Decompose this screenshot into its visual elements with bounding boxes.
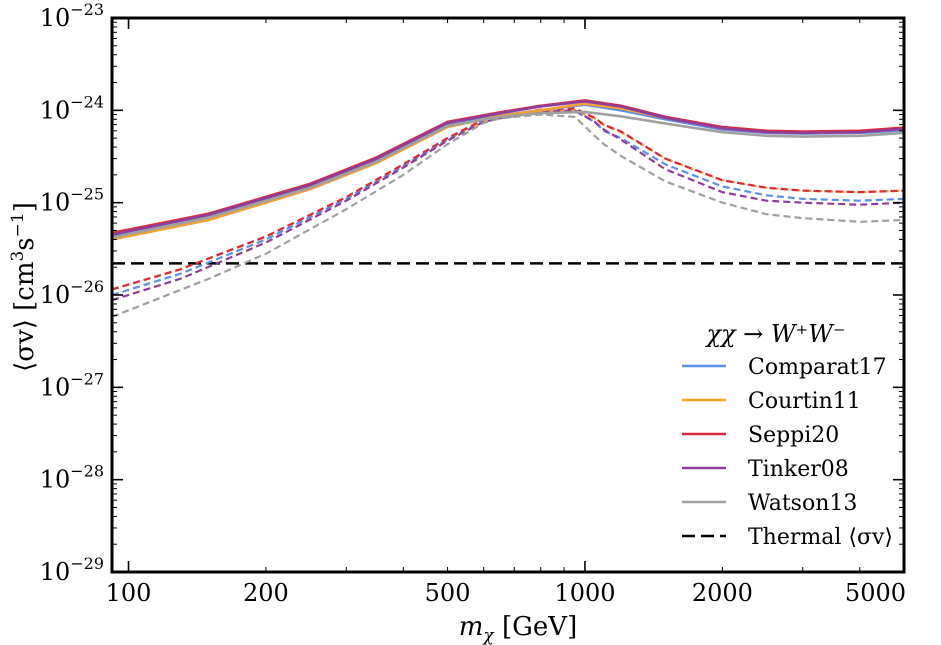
y-tick-label: 10−27 [40, 369, 104, 401]
series-dashed-watson13 [112, 113, 904, 318]
legend-label-tinker08: Tinker08 [748, 457, 849, 482]
series-solid-tinker08 [112, 100, 904, 236]
x-tick-label: 1000 [554, 579, 615, 607]
y-tick-label: 10−23 [40, 0, 104, 32]
x-tick-label: 500 [425, 579, 471, 607]
legend-label-comparat17: Comparat17 [748, 355, 887, 380]
legend: χχ → W⁺W⁻ Comparat17 Courtin11 Seppi20 Tinke… [682, 320, 893, 550]
series-solid-watson13 [112, 110, 904, 239]
x-tick-label: 200 [243, 579, 289, 607]
series-solid-courtin11 [112, 102, 904, 241]
y-tick-label: 10−29 [40, 554, 104, 586]
legend-label-courtin11: Courtin11 [748, 389, 861, 414]
x-axis-title: mχ [GeV] [459, 612, 577, 645]
series-dashed-tinker08 [112, 109, 904, 302]
x-tick-label: 2000 [692, 579, 753, 607]
series-layer [112, 99, 904, 318]
y-tick-label: 10−25 [40, 185, 104, 217]
y-axis-title: ⟨σv⟩ [cm3s−1] [8, 202, 40, 372]
y-tick-label: 10−28 [40, 462, 104, 494]
legend-label-thermal-v: Thermal ⟨σv⟩ [748, 525, 893, 550]
x-tick-label: 100 [106, 579, 152, 607]
series-dashed-courtin11 [112, 109, 904, 291]
x-tick-label: 5000 [845, 579, 906, 607]
legend-title: χχ → W⁺W⁻ [704, 320, 845, 348]
legend-label-seppi20: Seppi20 [748, 423, 839, 448]
tick-layer [112, 18, 904, 572]
axis-labels: 10−29 10−28 10−27 10−26 10−25 10−24 10−23 100 20… [8, 0, 906, 645]
y-tick-label: 10−26 [40, 277, 104, 309]
legend-label-watson13: Watson13 [748, 491, 857, 516]
plot-frame [110, 16, 906, 574]
y-tick-label: 10−24 [40, 92, 104, 124]
series-dashed-comparat17 [112, 110, 904, 297]
